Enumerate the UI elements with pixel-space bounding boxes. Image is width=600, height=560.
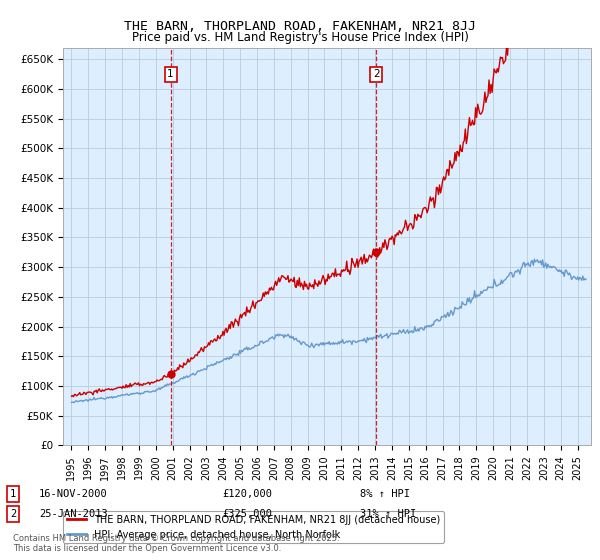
Text: 2: 2 — [10, 509, 16, 519]
Bar — [170, 48, 376, 445]
Text: 2: 2 — [373, 69, 380, 80]
Legend: THE BARN, THORPLAND ROAD, FAKENHAM, NR21 8JJ (detached house), HPI: Average pric: THE BARN, THORPLAND ROAD, FAKENHAM, NR21… — [63, 511, 444, 543]
Text: THE BARN, THORPLAND ROAD, FAKENHAM, NR21 8JJ: THE BARN, THORPLAND ROAD, FAKENHAM, NR21… — [124, 20, 476, 32]
Text: £325,000: £325,000 — [222, 509, 272, 519]
Text: £120,000: £120,000 — [222, 489, 272, 499]
Text: Price paid vs. HM Land Registry's House Price Index (HPI): Price paid vs. HM Land Registry's House … — [131, 31, 469, 44]
Text: 31% ↑ HPI: 31% ↑ HPI — [360, 509, 416, 519]
Text: Contains HM Land Registry data © Crown copyright and database right 2025.
This d: Contains HM Land Registry data © Crown c… — [13, 534, 340, 553]
Text: 1: 1 — [167, 69, 174, 80]
Text: 16-NOV-2000: 16-NOV-2000 — [39, 489, 108, 499]
Text: 8% ↑ HPI: 8% ↑ HPI — [360, 489, 410, 499]
Text: 1: 1 — [10, 489, 16, 499]
Text: 25-JAN-2013: 25-JAN-2013 — [39, 509, 108, 519]
